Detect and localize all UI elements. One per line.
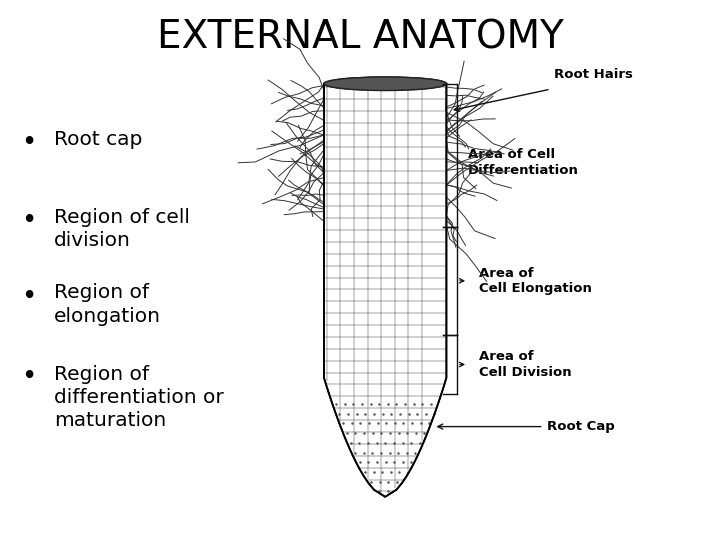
Text: •: • xyxy=(22,284,37,309)
Text: Area of Cell
Differentiation: Area of Cell Differentiation xyxy=(468,148,579,177)
Text: Region of cell
division: Region of cell division xyxy=(54,208,190,251)
Text: Root Hairs: Root Hairs xyxy=(554,68,634,81)
Text: •: • xyxy=(22,208,37,234)
PathPatch shape xyxy=(324,84,446,497)
Text: Area of
Cell Elongation: Area of Cell Elongation xyxy=(479,267,592,295)
Text: Region of
differentiation or
maturation: Region of differentiation or maturation xyxy=(54,364,224,430)
Text: •: • xyxy=(22,130,37,156)
Text: •: • xyxy=(22,364,37,390)
Ellipse shape xyxy=(324,77,446,90)
Text: EXTERNAL ANATOMY: EXTERNAL ANATOMY xyxy=(156,19,564,57)
Ellipse shape xyxy=(324,77,446,90)
Text: Root cap: Root cap xyxy=(54,130,143,148)
Text: Root Cap: Root Cap xyxy=(547,420,615,433)
Text: Area of
Cell Division: Area of Cell Division xyxy=(479,350,572,379)
Text: Region of
elongation: Region of elongation xyxy=(54,284,161,326)
